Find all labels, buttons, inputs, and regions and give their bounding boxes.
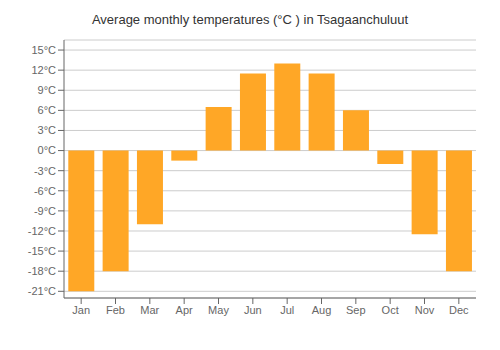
svg-text:Oct: Oct xyxy=(382,304,399,316)
svg-text:-9°C: -9°C xyxy=(34,205,56,217)
svg-text:Dec: Dec xyxy=(449,304,469,316)
svg-text:-18°C: -18°C xyxy=(28,265,56,277)
svg-text:12°C: 12°C xyxy=(31,64,56,76)
svg-text:Mar: Mar xyxy=(140,304,159,316)
svg-text:6°C: 6°C xyxy=(38,104,57,116)
svg-text:Aug: Aug xyxy=(312,304,332,316)
svg-text:-3°C: -3°C xyxy=(34,165,56,177)
svg-text:-12°C: -12°C xyxy=(28,225,56,237)
svg-text:9°C: 9°C xyxy=(38,84,57,96)
svg-text:3°C: 3°C xyxy=(38,124,57,136)
svg-text:Jun: Jun xyxy=(244,304,262,316)
svg-text:Feb: Feb xyxy=(106,304,125,316)
svg-text:Nov: Nov xyxy=(415,304,435,316)
svg-text:15°C: 15°C xyxy=(31,44,56,56)
svg-text:May: May xyxy=(208,304,229,316)
svg-text:Jul: Jul xyxy=(280,304,294,316)
svg-text:Jan: Jan xyxy=(72,304,90,316)
svg-text:-21°C: -21°C xyxy=(28,285,56,297)
svg-text:-15°C: -15°C xyxy=(28,245,56,257)
svg-text:Apr: Apr xyxy=(176,304,193,316)
svg-text:0°C: 0°C xyxy=(38,144,57,156)
svg-text:Sep: Sep xyxy=(346,304,366,316)
svg-text:-6°C: -6°C xyxy=(34,185,56,197)
html-text:Average monthly temperatures (: Average monthly temperatures (°C ) in Ts… xyxy=(91,12,409,27)
